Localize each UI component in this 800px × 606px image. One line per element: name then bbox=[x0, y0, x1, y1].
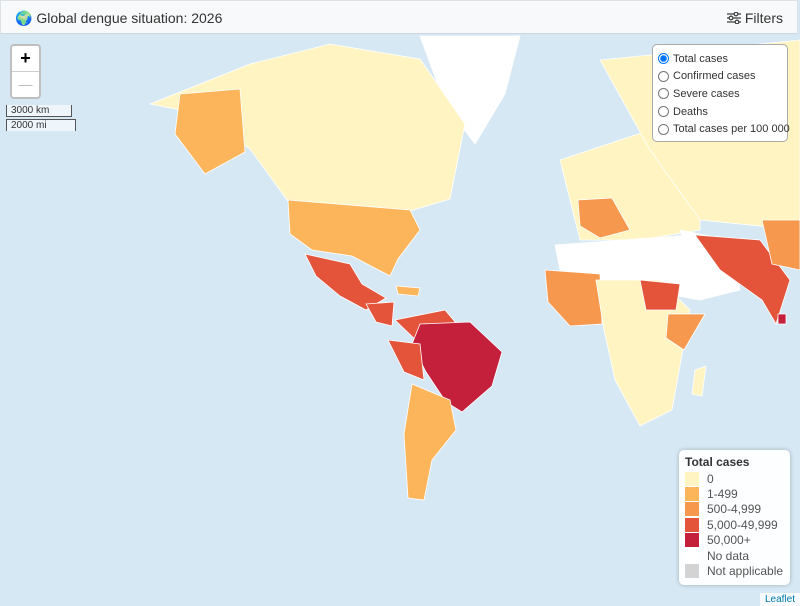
layer-option[interactable]: Total cases per 100 000 bbox=[657, 120, 790, 138]
southern-europe bbox=[577, 197, 631, 239]
usa bbox=[287, 199, 421, 277]
legend-label: 50,000+ bbox=[707, 533, 751, 548]
world-map bbox=[148, 35, 800, 501]
legend: Total cases 0 1-499 500-4,999 5,000-49,999 5… bbox=[679, 450, 790, 585]
layer-label: Total cases per 100 000 bbox=[673, 123, 790, 136]
layer-radio[interactable] bbox=[658, 106, 669, 118]
legend-title: Total cases bbox=[685, 455, 750, 469]
legend-swatch bbox=[685, 502, 699, 517]
peru bbox=[387, 339, 425, 381]
title-text: Global dengue situation: 2026 bbox=[36, 10, 223, 26]
layer-selector: Total cases Confirmed cases Severe cases De… bbox=[652, 44, 790, 142]
legend-swatch bbox=[685, 533, 699, 548]
alaska bbox=[174, 88, 246, 175]
layer-radio[interactable] bbox=[658, 70, 669, 82]
sri-lanka bbox=[777, 313, 787, 325]
filters-icon bbox=[726, 11, 741, 25]
legend-label: Not applicable bbox=[707, 564, 784, 579]
legend-label: No data bbox=[707, 548, 750, 563]
legend-swatch bbox=[685, 548, 699, 563]
layer-option[interactable]: Severe cases bbox=[657, 85, 783, 103]
attribution[interactable]: Leaflet bbox=[759, 593, 800, 606]
zoom-out[interactable]: — bbox=[12, 71, 39, 97]
argentina-chile bbox=[403, 383, 457, 501]
layer-option[interactable]: Total cases bbox=[657, 50, 783, 68]
east-africa bbox=[665, 313, 706, 351]
legend-item: No data bbox=[685, 548, 784, 563]
legend-item: 5,000-49,999 bbox=[685, 517, 784, 532]
zoom-in[interactable]: + bbox=[20, 48, 31, 68]
west-africa bbox=[544, 269, 603, 327]
legend-item: 50,000+ bbox=[685, 533, 784, 548]
zoom-control: + — bbox=[10, 44, 41, 99]
layer-label: Total cases bbox=[673, 52, 729, 65]
south-asia bbox=[694, 234, 791, 325]
legend-swatch bbox=[685, 487, 699, 502]
legend-item: 500-4,999 bbox=[685, 502, 784, 517]
filters-button[interactable]: Filters bbox=[726, 10, 783, 26]
legend-label: 5,000-49,999 bbox=[707, 517, 778, 532]
layer-option[interactable]: Confirmed cases bbox=[657, 68, 783, 86]
madagascar bbox=[691, 365, 707, 397]
scale-metric: 3000 km bbox=[6, 105, 72, 117]
sudan bbox=[639, 279, 681, 311]
title: 🌍 Global dengue situation: 2026 bbox=[15, 10, 223, 26]
layer-label: Severe cases bbox=[673, 87, 740, 100]
layer-option[interactable]: Deaths bbox=[657, 103, 783, 121]
central-america bbox=[365, 301, 395, 327]
header: 🌍 Global dengue situation: 2026 Filters bbox=[0, 0, 798, 34]
legend-item: 0 bbox=[685, 471, 784, 486]
legend-item: 1-499 bbox=[685, 486, 784, 502]
layer-radio[interactable] bbox=[658, 88, 669, 100]
filters-label: Filters bbox=[744, 10, 783, 26]
layer-radio[interactable] bbox=[658, 53, 669, 65]
legend-swatch bbox=[685, 564, 699, 579]
layer-label: Confirmed cases bbox=[673, 70, 756, 83]
caribbean bbox=[395, 285, 421, 297]
layer-label: Deaths bbox=[673, 105, 708, 118]
layer-radio[interactable] bbox=[658, 123, 669, 135]
legend-label: 1-499 bbox=[707, 487, 738, 502]
southeast-asia bbox=[761, 219, 800, 271]
legend-swatch bbox=[685, 517, 699, 532]
scale-imperial: 2000 mi bbox=[6, 119, 76, 131]
legend-label: 0 bbox=[707, 471, 714, 486]
legend-item: Not applicable bbox=[685, 563, 784, 579]
legend-label: 500-4,999 bbox=[707, 502, 762, 517]
legend-swatch bbox=[685, 471, 699, 486]
countries bbox=[148, 35, 800, 501]
